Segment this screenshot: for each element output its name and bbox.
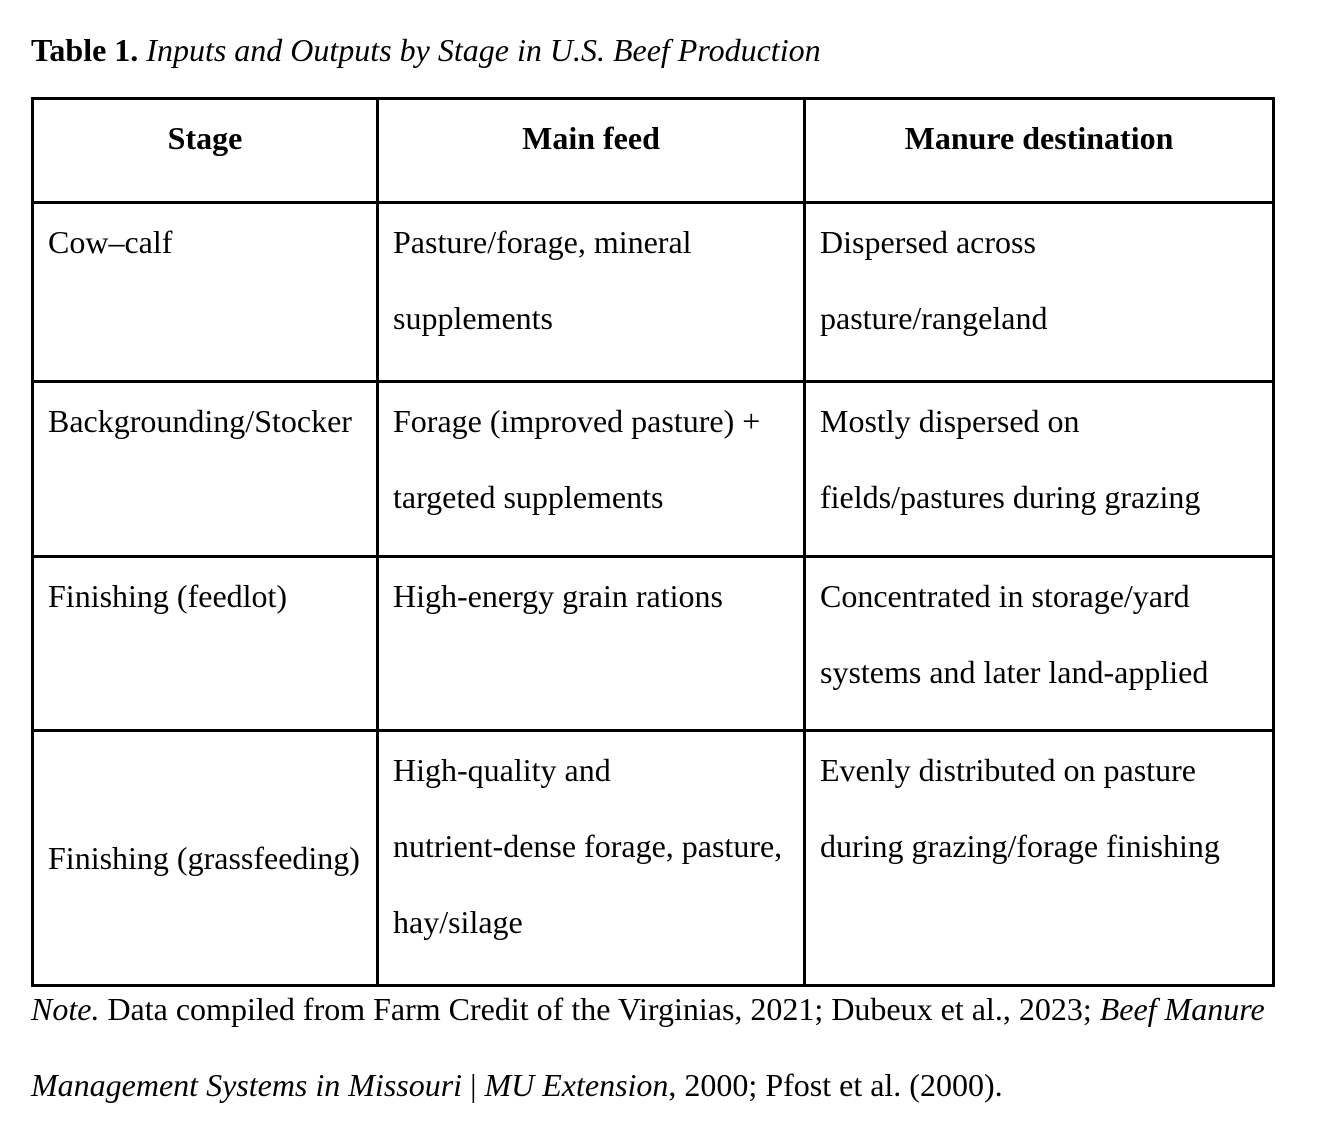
note-segment: , 2000; Pfost et al. (2000). [668, 1067, 1003, 1103]
table-title: Table 1. Inputs and Outputs by Stage in … [31, 30, 821, 70]
note-segment: Beef Manure [1099, 991, 1265, 1027]
beef-production-table: Stage Main feed Manure destination Cow–c… [31, 97, 1275, 987]
cell-manure: Mostly dispersed on fields/pastures duri… [803, 380, 1275, 558]
cell-feed: High-energy grain rations [376, 555, 806, 732]
note-segment: | [470, 1067, 485, 1103]
table-header-row: Stage Main feed Manure destination [31, 97, 1275, 204]
table-title-label: Table 1. [31, 32, 139, 68]
cell-manure: Evenly distributed on pasture during gra… [803, 729, 1275, 987]
table-title-caption: Inputs and Outputs by Stage in U.S. Beef… [138, 32, 821, 68]
cell-stage: Cow–calf [31, 201, 379, 383]
cell-feed: High-quality and nutrient-dense forage, … [376, 729, 806, 987]
cell-manure: Concentrated in storage/yard systems and… [803, 555, 1275, 732]
table-row: Cow–calf Pasture/forage, mineral supplem… [31, 201, 1275, 383]
note-segment: Management Systems in Missouri [31, 1067, 471, 1103]
header-manure-destination: Manure destination [803, 97, 1275, 204]
cell-stage: Backgrounding/Stocker [31, 380, 379, 558]
cell-manure: Dispersed across pasture/rangeland [803, 201, 1275, 383]
note-line: Note. Data compiled from Farm Credit of … [31, 971, 1265, 1047]
header-stage: Stage [31, 97, 379, 204]
cell-feed: Forage (improved pasture) + targeted sup… [376, 380, 806, 558]
cell-stage: Finishing (grassfeeding) [31, 729, 379, 987]
table-note: Note. Data compiled from Farm Credit of … [31, 971, 1265, 1123]
table-row: Finishing (grassfeeding) High-quality an… [31, 729, 1275, 987]
cell-feed: Pasture/forage, mineral supplements [376, 201, 806, 383]
note-segment: MU Extension [484, 1067, 669, 1103]
note-line: Management Systems in Missouri | MU Exte… [31, 1047, 1265, 1123]
header-main-feed: Main feed [376, 97, 806, 204]
cell-stage: Finishing (feedlot) [31, 555, 379, 732]
table-row: Finishing (feedlot) High-energy grain ra… [31, 555, 1275, 732]
note-segment: Data compiled from Farm Credit of the Vi… [99, 991, 1100, 1027]
table-row: Backgrounding/Stocker Forage (improved p… [31, 380, 1275, 558]
note-segment: Note. [31, 991, 100, 1027]
